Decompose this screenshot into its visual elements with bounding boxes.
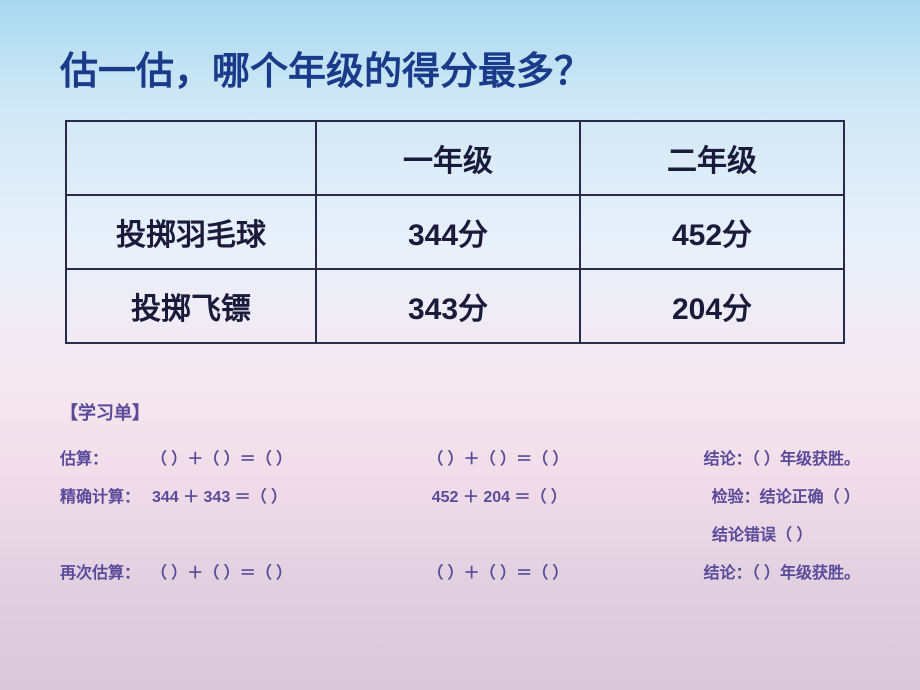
cell-badminton-g1: 344分 — [316, 195, 580, 269]
ws-estimate-label: 估算： — [60, 445, 151, 469]
table-row: 投掷羽毛球 344分 452分 — [66, 195, 844, 269]
table-row: 投掷飞镖 343分 204分 — [66, 269, 844, 343]
cell-darts-g2: 204分 — [580, 269, 844, 343]
header-blank — [66, 121, 316, 195]
table-header-row: 一年级 二年级 — [66, 121, 844, 195]
ws-reestimate-eq2: （ ）＋（ ）＝（ ） — [427, 559, 703, 583]
ws-exact-label: 精确计算： — [60, 483, 152, 507]
row-header-badminton: 投掷羽毛球 — [66, 195, 316, 269]
ws-exact-eq1: 344 ＋ 343 ＝（ ） — [152, 483, 432, 507]
ws-reestimate-concl: 结论：（ ）年级获胜。 — [704, 559, 860, 583]
ws-estimate-eq1: （ ）＋（ ）＝（ ） — [151, 445, 427, 469]
ws-exact-concl: 检验：结论正确（ ） — [712, 483, 860, 507]
row-header-darts: 投掷飞镖 — [66, 269, 316, 343]
ws-exact-eq2: 452 ＋ 204 ＝（ ） — [432, 483, 712, 507]
header-grade1: 一年级 — [316, 121, 580, 195]
ws-reestimate-label: 再次估算： — [60, 559, 151, 583]
ws-reestimate-line: 再次估算： （ ）＋（ ）＝（ ） （ ）＋（ ）＝（ ） 结论：（ ）年级获胜… — [60, 559, 860, 583]
slide-title: 估一估，哪个年级的得分最多？ — [60, 40, 860, 95]
score-table: 一年级 二年级 投掷羽毛球 344分 452分 投掷飞镖 343分 204分 — [65, 120, 845, 344]
ws-reestimate-eq1: （ ）＋（ ）＝（ ） — [151, 559, 427, 583]
worksheet-title: 【学习单】 — [60, 399, 860, 425]
ws-estimate-line: 估算： （ ）＋（ ）＝（ ） （ ）＋（ ）＝（ ） 结论：（ ）年级获胜。 — [60, 445, 860, 469]
ws-exact2-concl: 结论错误（ ） — [712, 521, 812, 545]
slide-content: 估一估，哪个年级的得分最多？ 一年级 二年级 投掷羽毛球 344分 452分 投… — [0, 0, 920, 617]
cell-darts-g1: 343分 — [316, 269, 580, 343]
ws-estimate-eq2: （ ）＋（ ）＝（ ） — [427, 445, 703, 469]
ws-estimate-concl: 结论：（ ）年级获胜。 — [704, 445, 860, 469]
ws-exact2-line: 结论错误（ ） — [60, 521, 860, 545]
worksheet: 【学习单】 估算： （ ）＋（ ）＝（ ） （ ）＋（ ）＝（ ） 结论：（ ）… — [60, 399, 860, 583]
header-grade2: 二年级 — [580, 121, 844, 195]
cell-badminton-g2: 452分 — [580, 195, 844, 269]
ws-exact-line: 精确计算： 344 ＋ 343 ＝（ ） 452 ＋ 204 ＝（ ） 检验：结… — [60, 483, 860, 507]
